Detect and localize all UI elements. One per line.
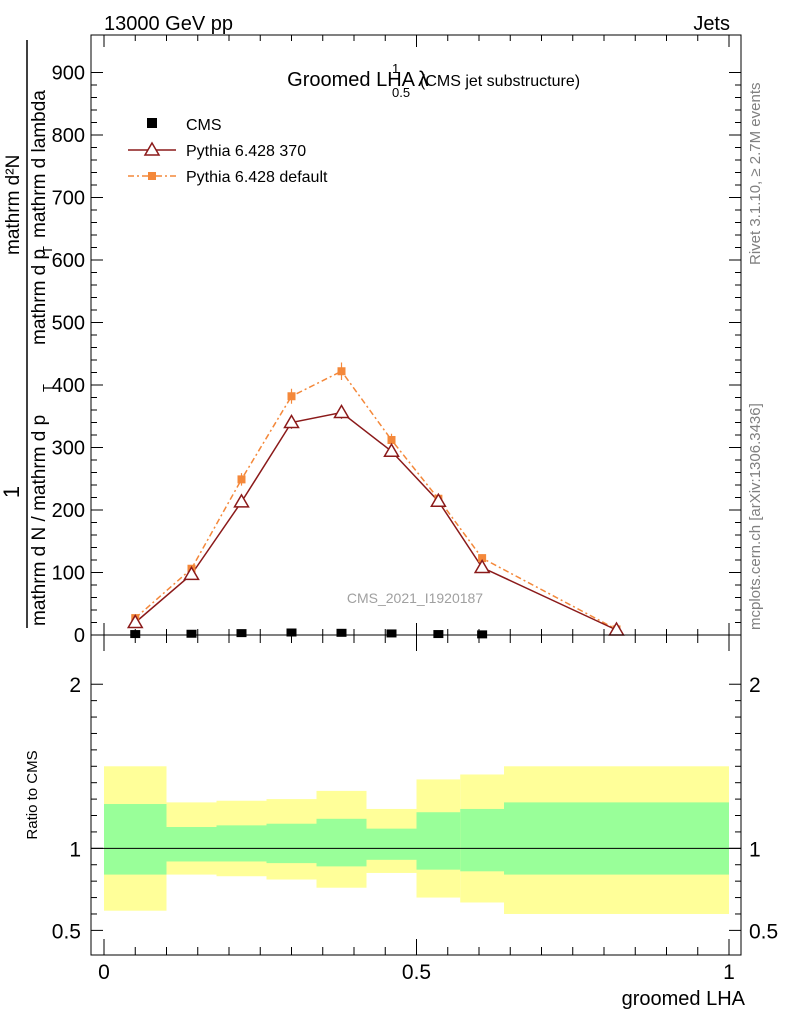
ratio-band-inner <box>416 812 461 870</box>
main-y-ticks: 0 100 200 300 400 500 600 700 800 900 <box>52 35 741 647</box>
main-ytick-label: 700 <box>52 188 85 210</box>
ylabel-frac2-denominator-sub: T <box>40 246 55 254</box>
pythia370-point <box>283 414 300 429</box>
legend-marker-pythia370 <box>143 141 161 156</box>
main-y-axis-label: 1 mathrm d N / mathrm d p T mathrm d²N m… <box>0 40 55 628</box>
pythia-default-point <box>478 554 487 563</box>
ratio-band-inner <box>216 825 267 862</box>
pythia370-point <box>383 442 400 457</box>
ratio-ytick-label-left: 0.5 <box>52 920 81 943</box>
ratio-ytick-label-right: 0.5 <box>749 920 778 943</box>
header-process-label: Jets <box>693 13 730 35</box>
pythia370-point <box>333 404 350 419</box>
ratio-band-inner <box>366 828 417 860</box>
chart-title: Groomed LHA <box>287 69 415 91</box>
ratio-band-inner <box>460 808 504 872</box>
cms-point <box>336 628 347 637</box>
legend-marker-cms <box>147 118 157 128</box>
ratio-panel: 0.5 0.5 1 1 2 2 0 0.5 1 Ratio to CMS groomed LHA <box>24 634 778 1010</box>
pythia-default-point <box>337 367 346 376</box>
main-ytick-label: 0 <box>74 625 85 647</box>
ratio-xtick-label: 0.5 <box>402 961 431 984</box>
legend-label-cms: CMS <box>186 117 222 134</box>
header-energy-label: 13000 GeV pp <box>104 13 233 35</box>
ratio-ytick-label-left: 1 <box>69 838 81 861</box>
pythia370-point <box>183 565 200 581</box>
pythia370-point <box>430 492 447 507</box>
legend-marker-pythia-default <box>148 172 156 180</box>
pythia370-point <box>473 559 491 574</box>
ratio-band-inner <box>166 827 217 862</box>
pythia370-point <box>608 621 625 636</box>
analysis-watermark: CMS_2021_I1920187 <box>347 590 483 606</box>
main-ytick-label: 400 <box>52 375 85 397</box>
cms-point <box>130 630 141 639</box>
pythia-default-point <box>237 475 246 484</box>
legend: CMS Pythia 6.428 370 Pythia 6.428 defaul… <box>128 117 328 186</box>
ratio-y-axis-label: Ratio to CMS <box>24 750 41 839</box>
ratio-ticks: 0.5 0.5 1 1 2 2 0 0.5 1 <box>52 635 778 984</box>
ylabel-frac2-denominator: mathrm d p <box>29 249 50 345</box>
main-ytick-label: 200 <box>52 500 85 522</box>
ratio-ytick-label-right: 2 <box>749 674 761 697</box>
chart-title-superscript: 1 <box>392 61 399 76</box>
ylabel-frac1-numerator: 1 <box>0 486 24 498</box>
chart-title-subscript: 0.5 <box>392 85 410 100</box>
cms-point <box>433 630 444 639</box>
pythia370-point <box>126 614 144 629</box>
ratio-band-inner <box>266 823 317 864</box>
mcplots-reference-label: mcplots.cern.ch [arXiv:1306.3436] <box>747 403 764 630</box>
main-ytick-label: 500 <box>52 313 85 335</box>
cms-point <box>286 628 297 637</box>
main-ytick-label: 800 <box>52 125 85 147</box>
main-ytick-label: 900 <box>52 63 85 85</box>
pythia-default-point <box>287 392 296 401</box>
cms-point <box>386 629 397 638</box>
main-ytick-label: 100 <box>52 563 85 585</box>
pythia370-point <box>233 493 250 508</box>
pythia-default-point <box>387 436 396 444</box>
main-ytick-label: 600 <box>52 250 85 272</box>
chart-subtitle: (CMS jet substructure) <box>420 73 580 90</box>
cms-point <box>186 629 197 638</box>
main-ytick-label: 300 <box>52 438 85 460</box>
ratio-ytick-label-right: 1 <box>749 838 761 861</box>
chart-title-symbol: λ <box>418 68 429 91</box>
ratio-bands <box>104 766 729 914</box>
ylabel-frac1-denominator-sub: T <box>40 384 55 392</box>
cms-point <box>236 629 247 638</box>
ratio-xtick-label: 1 <box>723 961 735 984</box>
ylabel-frac1-denominator: mathrm d N / mathrm d p <box>29 415 50 626</box>
main-panel: 0 100 200 300 400 500 600 700 800 900 Groomed LHA… <box>0 34 742 647</box>
cms-point <box>477 630 488 639</box>
ylabel-frac2-numerator: mathrm d²N <box>3 155 24 255</box>
legend-label-pythia-default: Pythia 6.428 default <box>186 169 328 186</box>
rivet-version-label: Rivet 3.1.10, ≥ 2.7M events <box>747 83 764 266</box>
ratio-ytick-label-left: 2 <box>69 674 81 697</box>
ratio-band-inner <box>504 802 729 875</box>
pythia-default-line <box>134 370 617 631</box>
main-series <box>126 362 625 639</box>
ylabel-frac2-denominator-tail: mathrm d lambda <box>29 90 50 238</box>
x-axis-label: groomed LHA <box>622 988 746 1010</box>
legend-label-pythia370: Pythia 6.428 370 <box>186 143 306 160</box>
ratio-band-inner <box>104 804 167 875</box>
ratio-xtick-label: 0 <box>98 961 110 984</box>
ratio-band-inner <box>316 818 367 867</box>
